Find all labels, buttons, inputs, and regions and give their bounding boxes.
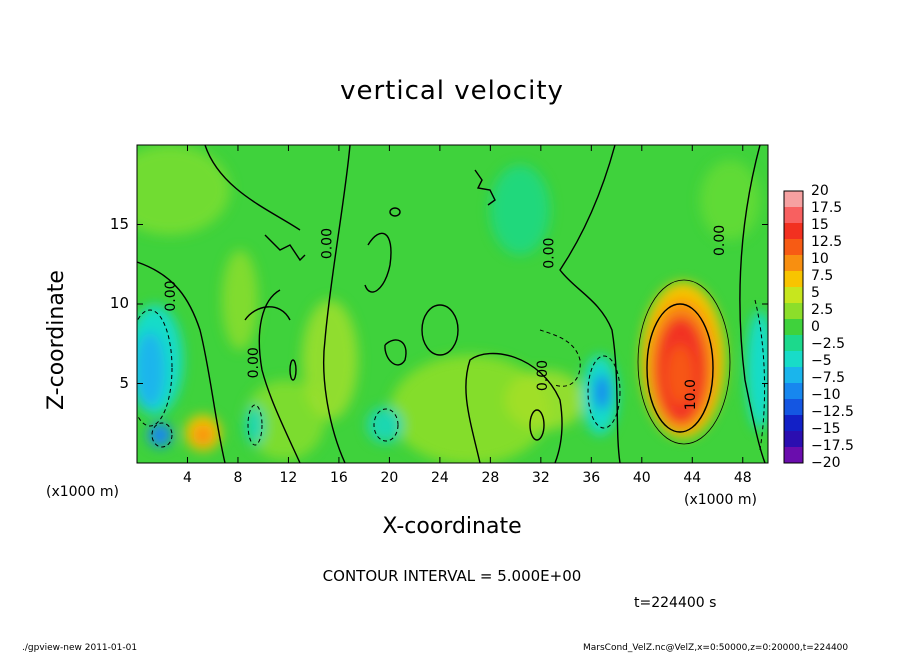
contour-label: 10.0 — [683, 379, 699, 410]
colorbar-label: 10 — [811, 251, 829, 267]
contour-label: 0.00 — [541, 238, 557, 269]
contour-interval-label: CONTOUR INTERVAL = 5.000E+00 — [322, 567, 582, 585]
x-tick-label: 16 — [329, 470, 348, 486]
x-ticks — [186, 145, 744, 463]
colorbar-label: 17.5 — [811, 200, 843, 216]
colorbar-segment — [784, 303, 803, 320]
colorbar-segment — [784, 223, 803, 240]
footer-right: MarsCond_VelZ.nc@VelZ,x=0:50000,z=0:2000… — [583, 643, 849, 653]
x-tick-label: 48 — [733, 470, 752, 486]
contour-label: 0.00 — [535, 360, 551, 391]
x-tick-label: 8 — [233, 470, 243, 486]
colorbar-frame — [783, 190, 804, 464]
y-ticks — [137, 224, 768, 384]
x-tick-label: 24 — [430, 470, 449, 486]
colorbar-segment — [784, 383, 803, 400]
colorbar-label: 15 — [811, 217, 829, 233]
colorbar-label: −12.5 — [811, 404, 854, 420]
chart-title: vertical velocity — [340, 76, 564, 106]
x-tick-label: 40 — [632, 470, 651, 486]
colorbar-label: −2.5 — [811, 336, 845, 352]
y-tick-label: 5 — [119, 373, 129, 392]
time-label: t=224400 s — [634, 595, 717, 611]
colorbar-segment — [784, 447, 803, 464]
contour-label: 0.00 — [246, 347, 262, 378]
colorbar-label: −5 — [811, 353, 832, 369]
colorbar-segment — [784, 335, 803, 352]
x-unit-label-left: (x1000 m) — [46, 484, 119, 500]
x-tick-label: 44 — [683, 470, 702, 486]
colorbar-label: −7.5 — [811, 370, 845, 386]
contour-label: 0.00 — [712, 225, 728, 256]
x-tick-label: 12 — [279, 470, 298, 486]
colorbar-segment — [784, 255, 803, 272]
colorbar-label: −20 — [811, 455, 841, 471]
contour-labels: 0.00 0.00 0.00 0.00 0.00 0.00 10.0 — [163, 225, 728, 410]
colorbar-segment — [784, 399, 803, 416]
colorbar-label: 2.5 — [811, 302, 834, 318]
colorbar-segment — [784, 319, 803, 336]
x-unit-label-right: (x1000 m) — [684, 492, 757, 508]
colorbar-segment — [784, 191, 803, 208]
colorbar-segment — [784, 287, 803, 304]
colorbar-segment — [784, 431, 803, 448]
y-axis-label: Z-coordinate — [44, 270, 69, 410]
x-tick-label: 36 — [582, 470, 601, 486]
x-tick-label: 4 — [183, 470, 192, 486]
x-tick-label: 32 — [531, 470, 550, 486]
colorbar — [783, 190, 804, 464]
colorbar-segment — [784, 239, 803, 256]
colorbar-label: −15 — [811, 421, 841, 437]
colorbar-label: 20 — [811, 183, 829, 199]
colorbar-segment — [784, 351, 803, 368]
velocity-field — [137, 145, 768, 463]
y-tick-label: 10 — [109, 294, 129, 312]
colorbar-label: −10 — [811, 387, 841, 403]
colorbar-label: 0 — [811, 319, 820, 335]
y-tick-label: 15 — [109, 214, 129, 233]
x-tick-label: 28 — [481, 470, 500, 486]
colorbar-segment — [784, 367, 803, 384]
colorbar-segment — [784, 415, 803, 432]
colorbar-segment — [784, 271, 803, 288]
colorbar-segment — [784, 207, 803, 224]
colorbar-label: 12.5 — [811, 234, 843, 250]
footer-left: ./gpview-new 2011-01-01 — [22, 643, 138, 653]
contour-label: 0.00 — [163, 280, 179, 311]
x-tick-label: 20 — [380, 470, 399, 486]
colorbar-label: −17.5 — [811, 438, 854, 454]
contour-label: 0.00 — [319, 228, 335, 259]
colorbar-label: 5 — [811, 285, 820, 301]
colorbar-label: 7.5 — [811, 268, 834, 284]
x-axis-label: X-coordinate — [382, 514, 522, 539]
